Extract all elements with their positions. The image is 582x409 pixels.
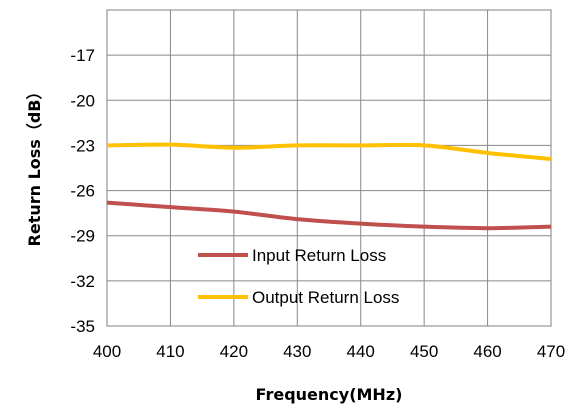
y-tick-label: -20 [70, 91, 95, 110]
legend-label-output-return-loss: Output Return Loss [252, 288, 399, 307]
y-tick-label: -35 [70, 317, 95, 336]
x-tick-label: 430 [283, 342, 311, 361]
x-tick-label: 460 [473, 342, 501, 361]
y-tick-labels: -35 -32 -29 -26 -23 -20 -17 [70, 46, 95, 336]
y-tick-label: -26 [70, 182, 95, 201]
x-tick-label: 440 [347, 342, 375, 361]
x-tick-label: 420 [220, 342, 248, 361]
legend: Input Return Loss Output Return Loss [198, 246, 399, 307]
y-axis-title: Return Loss（dB） [25, 84, 44, 247]
series-line-input-return-loss [106, 200, 552, 231]
y-tick-label: -17 [70, 46, 95, 65]
y-tick-label: -32 [70, 272, 95, 291]
y-tick-label: -23 [70, 136, 95, 155]
series-line-output-return-loss [106, 142, 552, 161]
x-tick-label: 470 [537, 342, 565, 361]
x-tick-label: 400 [93, 342, 121, 361]
x-tick-label: 450 [410, 342, 438, 361]
plot-border [106, 9, 552, 327]
plot-area [107, 10, 551, 326]
y-tick-label: -29 [70, 227, 95, 246]
x-axis-title: Frequency(MHz) [256, 385, 403, 404]
x-tick-labels: 400 410 420 430 440 450 460 470 [93, 342, 565, 361]
x-tick-label: 410 [156, 342, 184, 361]
legend-label-input-return-loss: Input Return Loss [252, 246, 386, 265]
series-layer [106, 142, 552, 231]
